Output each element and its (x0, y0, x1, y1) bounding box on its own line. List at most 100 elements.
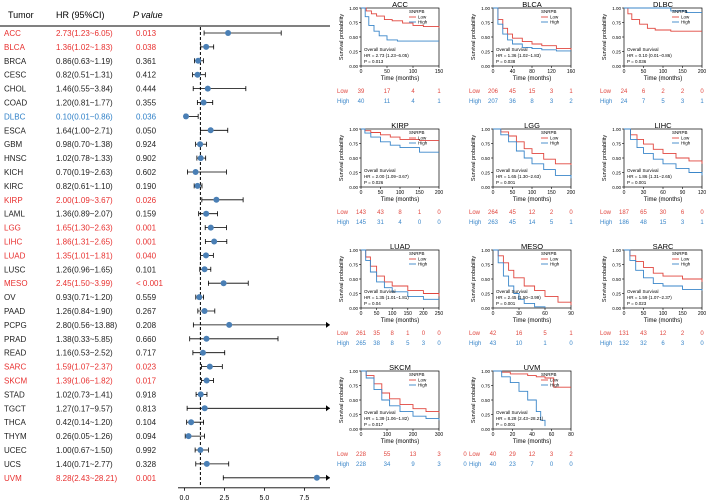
hr-point (206, 363, 213, 370)
hr-ci-label: 0.93(0.71~1.20) (56, 293, 113, 302)
p-value-label: 0.992 (136, 446, 157, 455)
km-panel-blca: BLCA 0.00 0.25 0.50 0.75 1.00 Survival probabi… (469, 0, 575, 105)
risk-count-low: 3 (437, 452, 441, 458)
forest-row: MESO 2.45(1.50~3.99) < 0.001 (4, 279, 249, 288)
risk-label-high: High (600, 341, 612, 347)
x-tick-label: 2.5 (220, 495, 230, 502)
legend-high-label: High (418, 141, 428, 146)
x-axis-label: Time (months) (381, 76, 419, 82)
p-value-label: 0.190 (136, 182, 157, 191)
risk-label-high: High (600, 99, 612, 105)
y-tick-label: 0.00 (349, 306, 358, 311)
hr-text: HR = 1.35 (1.01−1.81) (364, 295, 409, 300)
risk-count-low: 2 (661, 89, 665, 95)
p-value-label: 0.361 (136, 57, 157, 66)
forest-x-axis: 0.0 2.5 5.0 7.5 (178, 487, 330, 502)
y-tick-label: 0.50 (349, 35, 358, 40)
os-label: Overall Survival (364, 47, 396, 52)
risk-count-low: 0 (422, 331, 426, 337)
risk-count-high: 31 (377, 220, 384, 226)
tumor-label: PRAD (4, 335, 26, 344)
km-panels: ACC 0.00 0.25 0.50 0.75 1.00 Survival probabil… (337, 0, 706, 468)
x-tick-label: 0 (492, 69, 495, 75)
y-tick-label: 1.00 (349, 127, 358, 132)
forest-row: COAD 1.20(0.81~1.77) 0.355 (4, 99, 214, 108)
hr-point (207, 127, 214, 134)
y-axis-label: Survival probability (471, 377, 477, 423)
ci-arrow (326, 405, 330, 412)
forest-row: KICH 0.70(0.19~2.63) 0.602 (4, 168, 227, 177)
km-curve-high (624, 128, 703, 176)
risk-count-low: 43 (377, 210, 384, 216)
os-label: Overall Survival (364, 410, 396, 415)
y-tick-label: 1.00 (612, 248, 621, 253)
legend-low-label: Low (418, 136, 427, 141)
hr-ci-label: 1.40(0.71~2.77) (56, 460, 113, 469)
risk-label-low: Low (600, 89, 612, 95)
x-tick-label: 100 (659, 311, 668, 317)
risk-count-high: 0 (463, 462, 467, 468)
y-tick-label: 0.00 (612, 185, 621, 190)
panel-title: UVM (524, 363, 541, 372)
y-tick-label: 0.00 (349, 64, 358, 69)
forest-row: UCEC 1.00(0.67~1.50) 0.992 (4, 446, 209, 455)
hr-ci-label: 1.00(0.67~1.50) (56, 446, 113, 455)
risk-count-low: 206 (488, 89, 499, 95)
x-axis-label: Time (months) (381, 197, 419, 203)
hr-point (213, 196, 220, 203)
risk-count-low: 39 (358, 89, 365, 95)
x-tick-label: 50 (641, 69, 647, 75)
risk-count-high: 8 (391, 341, 395, 347)
hr-ci-label: 0.70(0.19~2.63) (56, 168, 113, 177)
km-curve-high (624, 249, 703, 291)
forest-row: TGCT 1.27(0.17~9.57) 0.813 (4, 404, 330, 413)
y-tick-label: 0.00 (349, 427, 358, 432)
risk-count-low: 264 (488, 210, 499, 216)
risk-count-high: 32 (640, 341, 647, 347)
y-tick-label: 0.25 (612, 291, 621, 296)
hr-point (203, 252, 209, 259)
os-label: Overall Survival (496, 47, 528, 52)
km-curve-high (493, 128, 572, 179)
risk-count-low: 187 (619, 210, 630, 216)
y-tick-label: 0.50 (481, 277, 490, 282)
x-tick-label: 0 (492, 311, 495, 317)
panel-title: KIRP (391, 121, 409, 130)
x-tick-label: 200 (419, 311, 428, 317)
x-tick-label: 0 (623, 190, 626, 196)
x-tick-label: 7.5 (300, 495, 310, 502)
hr-text: HR = 1.59 (1.07−2.37) (627, 295, 672, 300)
hr-ci-label: 0.42(0.14~1.20) (56, 418, 113, 427)
x-axis-label: Time (months) (644, 197, 682, 203)
y-axis-label: Survival probability (339, 135, 345, 181)
x-tick-label: 100 (383, 432, 392, 438)
p-value-label: 0.001 (136, 238, 157, 247)
tumor-label: COAD (4, 99, 27, 108)
x-tick-label: 0 (623, 311, 626, 317)
hr-point (192, 169, 199, 175)
legend-low-label: Low (418, 15, 427, 20)
tumor-label: DLBC (4, 112, 26, 121)
x-tick-label: 100 (528, 190, 537, 196)
tumor-label: CHOL (4, 85, 27, 94)
x-tick-label: 150 (678, 311, 687, 317)
risk-count-high: 45 (509, 220, 516, 226)
y-tick-label: 0.25 (481, 49, 490, 54)
risk-label-high: High (337, 99, 349, 105)
risk-count-high: 2 (569, 99, 573, 105)
y-tick-label: 0.25 (481, 412, 490, 417)
p-text: P = 0.001 (496, 180, 516, 185)
x-tick-label: 60 (660, 190, 666, 196)
header-tumor: Tumor (8, 10, 34, 20)
x-tick-label: 40 (529, 432, 535, 438)
tumor-label: PCPG (4, 321, 27, 330)
risk-count-high: 40 (490, 462, 497, 468)
hr-ci-label: 1.59(1.07~2.37) (56, 363, 113, 372)
risk-label-low: Low (469, 89, 481, 95)
tumor-label: THYM (4, 432, 27, 441)
x-tick-label: 60 (542, 311, 548, 317)
hr-point (203, 335, 210, 342)
p-value-label: 0.040 (136, 251, 157, 260)
x-tick-label: 200 (567, 190, 576, 196)
risk-count-high: 11 (384, 99, 391, 105)
